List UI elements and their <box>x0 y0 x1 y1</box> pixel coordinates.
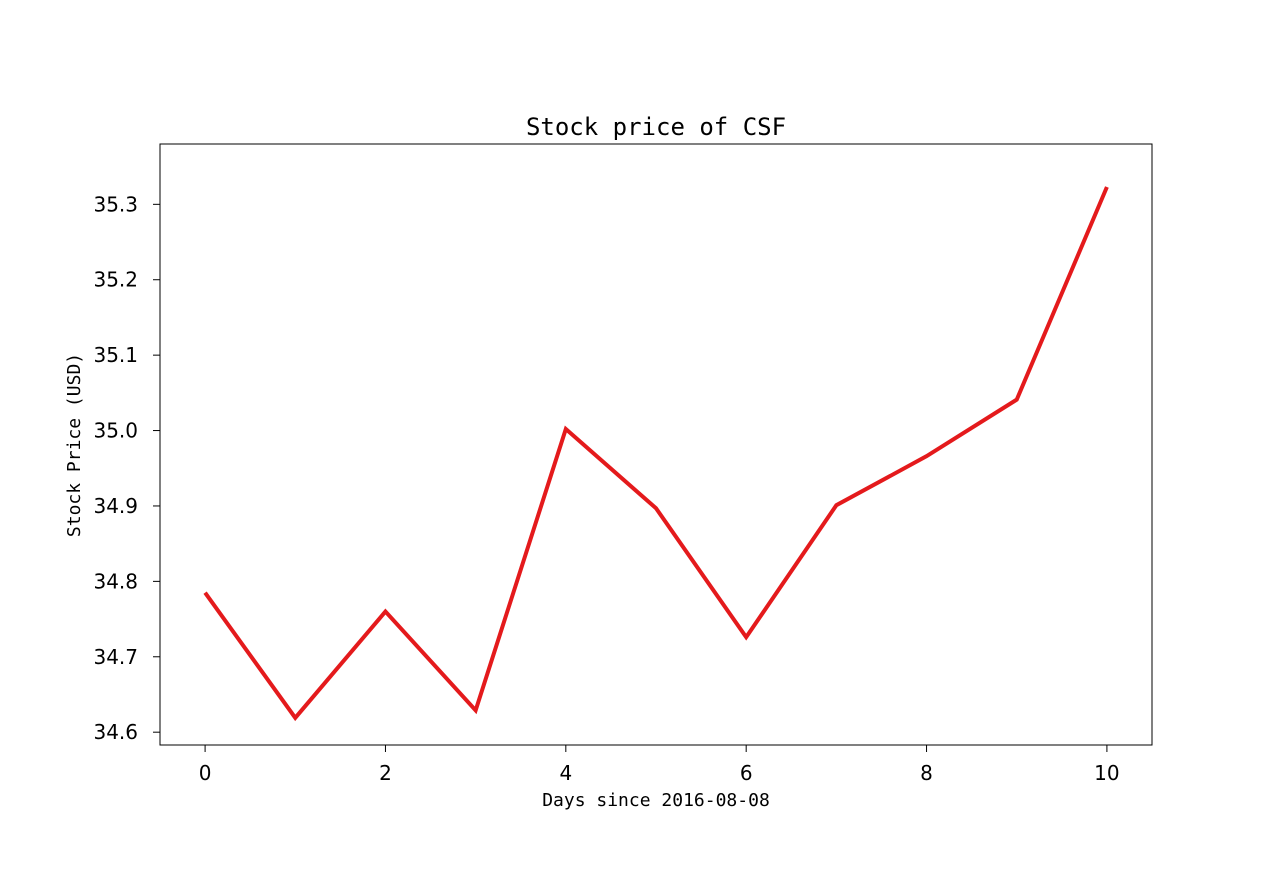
y-axis: 34.6 34.7 34.8 34.9 35.0 35.1 35.2 35.3 <box>93 192 160 744</box>
x-tick-label: 6 <box>740 761 753 785</box>
y-tick-label: 35.3 <box>93 192 138 216</box>
y-tick-label: 34.6 <box>93 720 138 744</box>
series-line-0 <box>203 186 1109 722</box>
x-tick-label: 4 <box>559 761 572 785</box>
x-tick-label: 8 <box>920 761 933 785</box>
chart-title: Stock price of CSF <box>526 113 786 141</box>
x-axis-label: Days since 2016-08-08 <box>542 790 770 811</box>
x-tick-label: 0 <box>199 761 212 785</box>
y-axis-label: Stock Price (USD) <box>64 353 85 537</box>
plot-area-frame <box>159 143 1153 746</box>
y-tick-label: 34.8 <box>93 569 138 593</box>
x-tick-label: 10 <box>1094 761 1119 785</box>
y-tick-label: 35.0 <box>93 419 138 443</box>
y-tick-label: 34.9 <box>93 494 138 518</box>
y-tick-label: 35.1 <box>93 343 138 367</box>
y-tick-label: 34.7 <box>93 645 138 669</box>
x-tick-label: 2 <box>379 761 392 785</box>
series-layer <box>203 186 1109 722</box>
x-axis: 0 2 4 6 8 10 <box>199 745 1120 785</box>
y-tick-label: 35.2 <box>93 268 138 292</box>
